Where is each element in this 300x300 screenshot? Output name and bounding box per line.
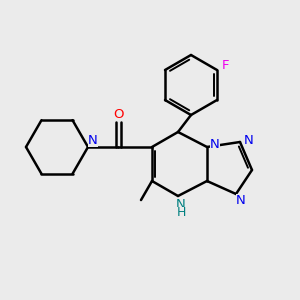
Text: N: N xyxy=(176,199,186,212)
Text: N: N xyxy=(244,134,254,146)
Text: N: N xyxy=(88,134,98,146)
Text: H: H xyxy=(176,206,186,220)
Text: N: N xyxy=(210,137,220,151)
Text: N: N xyxy=(236,194,246,206)
Text: O: O xyxy=(113,107,123,121)
Text: F: F xyxy=(222,59,230,72)
